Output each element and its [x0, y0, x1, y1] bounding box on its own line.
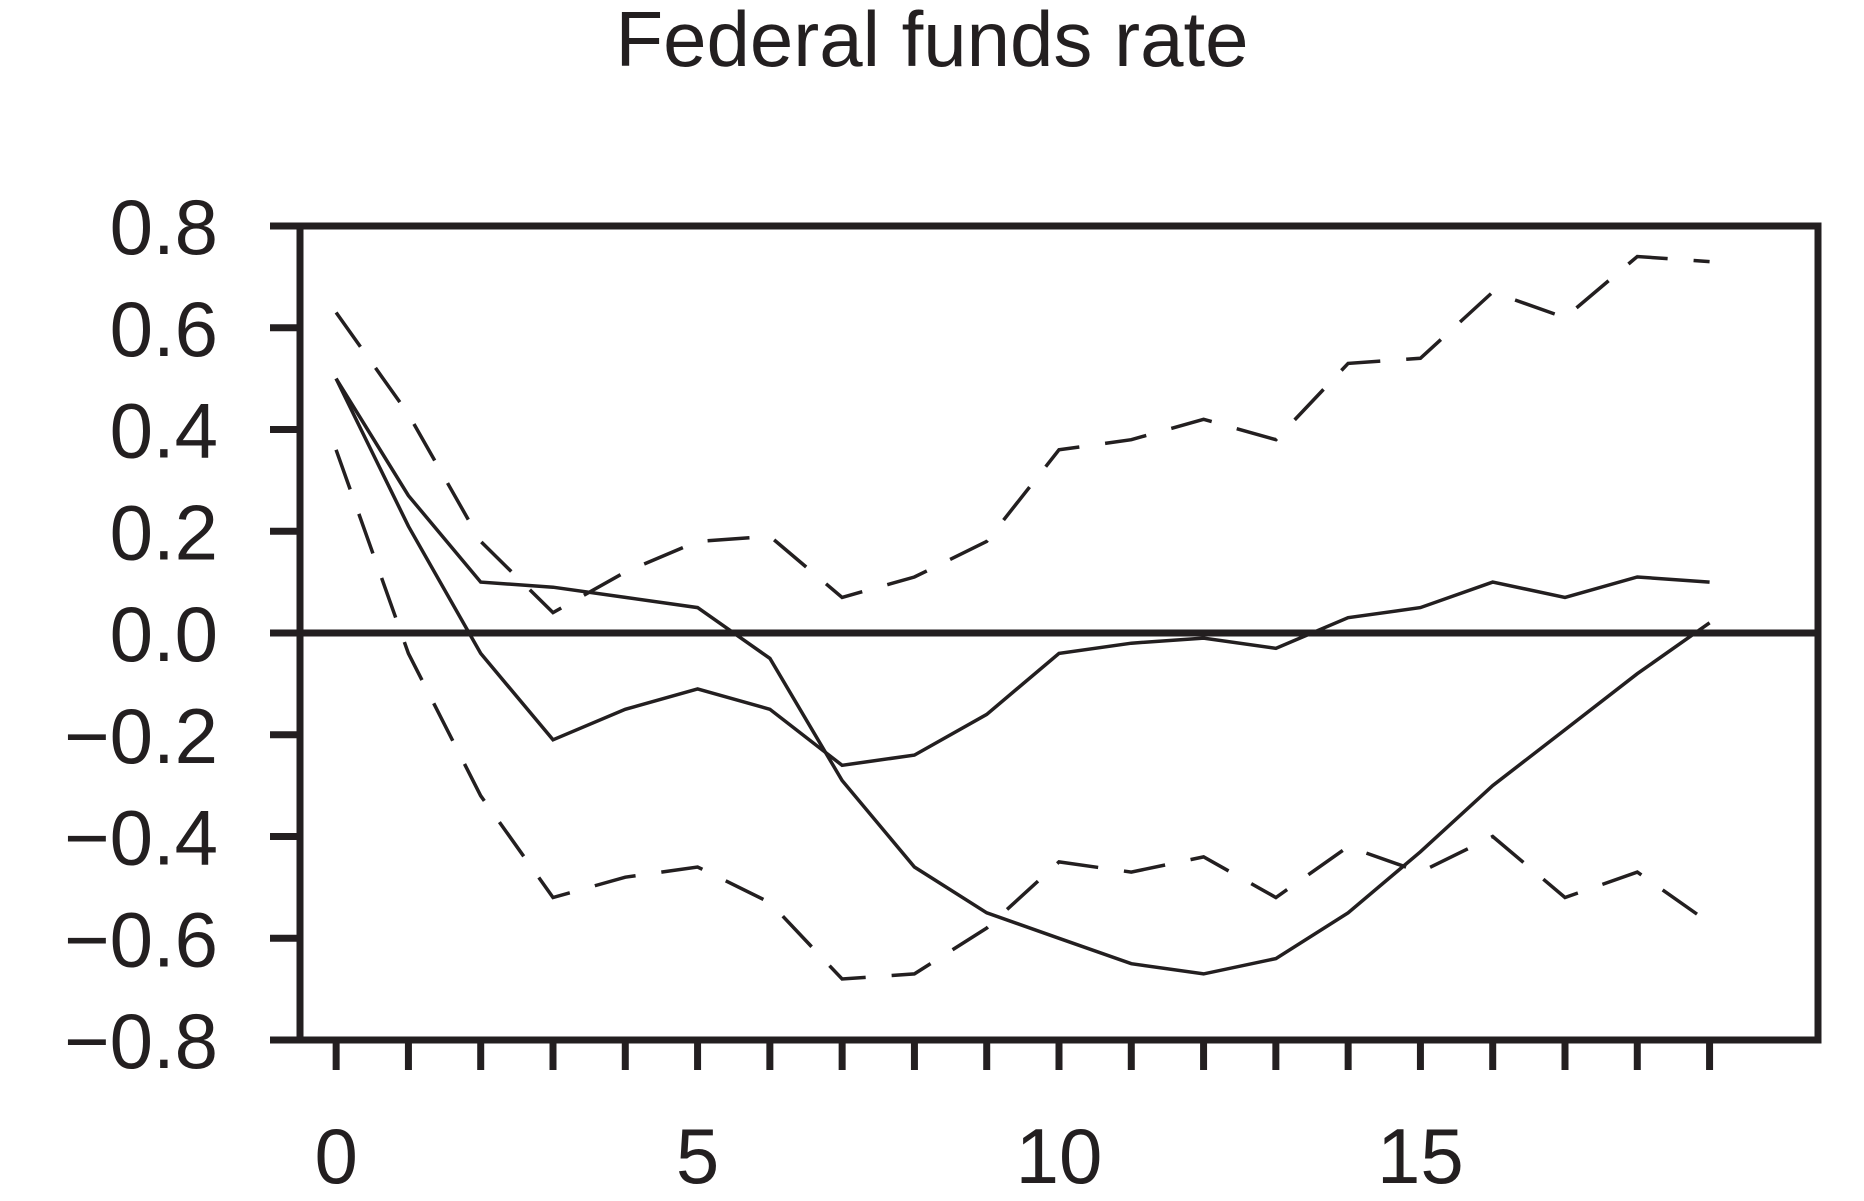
- x-axis-tick-labels: 0 5 10 15: [314, 1112, 1463, 1200]
- x-tick-label: 5: [676, 1112, 719, 1200]
- confidence-band-line-3: [334, 254, 1710, 615]
- chart-title: Federal funds rate: [615, 0, 1248, 83]
- y-tick-label: 0.0: [110, 590, 218, 678]
- x-tick-label: 0: [314, 1112, 357, 1200]
- y-tick-label: −0.4: [64, 794, 218, 882]
- y-tick-label: 0.4: [110, 387, 218, 475]
- x-axis-ticks: [332, 1040, 1714, 1070]
- y-tick-label: 0.2: [110, 488, 218, 576]
- series-layer: [334, 254, 1711, 981]
- x-tick-label: 10: [1016, 1112, 1103, 1200]
- response-line-1: [334, 377, 1711, 976]
- y-axis-ticks: [270, 222, 300, 1044]
- y-axis-tick-labels: 0.8 0.6 0.4 0.2 0.0 −0.2 −0.4 −0.6 −0.8: [64, 183, 218, 1085]
- response-line-2: [334, 377, 1710, 768]
- plot-frame: [296, 222, 1822, 1044]
- y-tick-label: −0.6: [64, 895, 218, 983]
- x-tick-label: 15: [1377, 1112, 1464, 1200]
- y-tick-label: −0.2: [64, 692, 218, 780]
- confidence-band-line-4: [334, 449, 1711, 981]
- y-tick-label: −0.8: [64, 997, 218, 1085]
- y-tick-label: 0.8: [110, 183, 218, 271]
- y-tick-label: 0.6: [110, 285, 218, 373]
